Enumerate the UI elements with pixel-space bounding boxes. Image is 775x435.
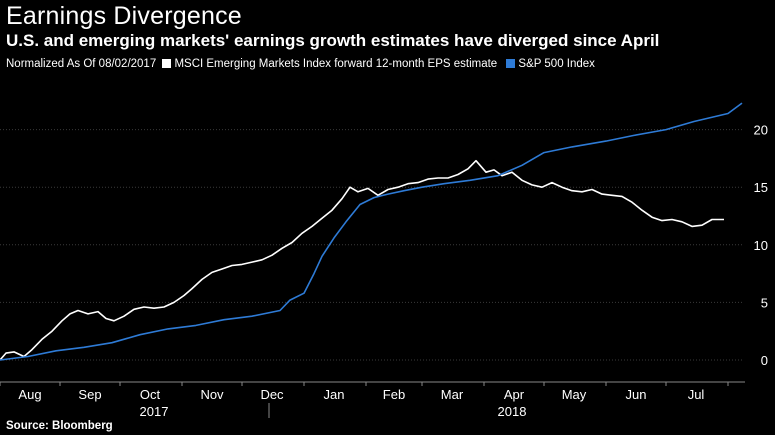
x-tick-label: Aug [18,387,41,402]
y-tick-label: 5 [761,295,768,310]
source-note: Source: Bloomberg [6,420,113,432]
x-tick-label: May [562,387,587,402]
x-tick-label: Feb [383,387,405,402]
x-tick-label: Jun [626,387,647,402]
chart-subtitle: U.S. and emerging markets' earnings grow… [6,31,660,50]
x-year-label: 2018 [498,404,527,419]
y-tick-label: 10 [754,238,768,253]
legend-label-msci: MSCI Emerging Markets Index forward 12-m… [174,58,498,70]
x-tick-label: Apr [504,387,525,402]
x-tick-label: Jul [688,387,705,402]
series-line-sp500 [0,102,743,361]
series-line-msci [0,159,724,361]
y-tick-label: 15 [754,180,768,195]
x-tick-label: Mar [441,387,464,402]
y-tick-label: 20 [754,123,768,138]
x-tick-label: Sep [78,387,101,402]
chart-title: Earnings Divergence [6,2,242,30]
legend-swatch-sp500 [506,59,516,68]
x-tick-label: Jan [324,387,345,402]
y-tick-label: 0 [761,353,768,368]
x-tick-label: Oct [140,387,161,402]
legend-label-sp500: S&P 500 Index [518,58,595,70]
legend-swatch-msci [162,59,172,68]
x-tick-label: Nov [200,387,224,402]
legend-note: Normalized As Of 08/02/2017 [6,58,157,70]
legend: Normalized As Of 08/02/2017 MSCI Emergin… [6,58,595,70]
x-tick-label: Dec [260,387,284,402]
x-year-label: 2017 [140,404,169,419]
